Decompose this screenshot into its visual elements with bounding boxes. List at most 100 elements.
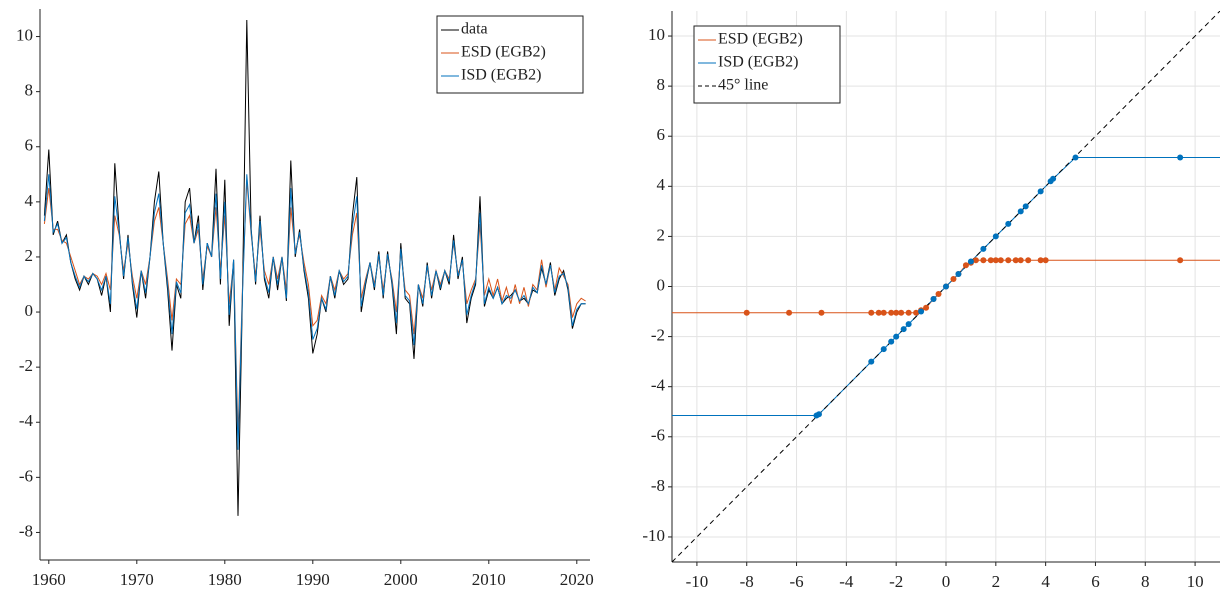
point xyxy=(955,270,962,277)
point xyxy=(1050,175,1057,182)
x-tick-label: 1960 xyxy=(32,570,66,589)
point xyxy=(1037,257,1044,264)
point xyxy=(950,275,957,282)
x-tick-label: -2 xyxy=(889,572,903,591)
point xyxy=(972,257,979,264)
plot-area xyxy=(43,19,586,516)
y-tick-label: -8 xyxy=(651,476,665,495)
x-tick-label: 2000 xyxy=(384,570,418,589)
point xyxy=(918,308,925,315)
point xyxy=(893,333,900,340)
x-tick-label: 4 xyxy=(1041,572,1050,591)
subplot: 1960 1970 1980 1990 2000 2010 2020 -8 -6 -4 -2 0 2 4 6… xyxy=(16,9,594,589)
x-tick-label: 1980 xyxy=(208,570,242,589)
legend-label: data xyxy=(461,21,488,38)
y-tick-label: 10 xyxy=(16,25,33,44)
point xyxy=(1042,257,1049,264)
point xyxy=(980,257,987,264)
x-tick-label: 0 xyxy=(942,572,951,591)
point xyxy=(943,283,949,290)
y-tick-label: -8 xyxy=(19,521,33,540)
y-tick-label: -4 xyxy=(651,376,666,395)
y-tick-label: -6 xyxy=(19,466,33,485)
y-tick-label: 2 xyxy=(657,225,666,244)
point xyxy=(1037,188,1044,195)
x-tick-label: 1990 xyxy=(296,570,330,589)
point xyxy=(905,321,912,328)
point xyxy=(868,309,875,316)
x-tick-label: 6 xyxy=(1091,572,1100,591)
legend-box xyxy=(693,25,841,104)
x-tick-label: 1970 xyxy=(120,570,154,589)
point xyxy=(1025,257,1032,264)
point xyxy=(900,326,907,333)
legend-label: ESD (EGB2) xyxy=(718,31,803,48)
legend-label: ISD (EGB2) xyxy=(718,54,798,71)
x-tick-label: -4 xyxy=(839,572,854,591)
point xyxy=(1017,208,1024,215)
legend: ESD (EGB2) ISD (EGB2) 45° line xyxy=(693,25,841,104)
point xyxy=(930,296,937,303)
point xyxy=(987,257,994,264)
point xyxy=(1017,257,1024,264)
y-tick-label: 0 xyxy=(657,275,666,294)
y-tick-label: -4 xyxy=(19,411,34,430)
y-tick-label: -10 xyxy=(642,526,665,545)
y-tick-label: 8 xyxy=(657,75,666,94)
y-tick-label: 6 xyxy=(25,136,34,155)
x-tick-label: 10 xyxy=(1187,572,1204,591)
y-tick-label: -2 xyxy=(19,356,33,375)
x-tick-label: 8 xyxy=(1141,572,1150,591)
point xyxy=(743,309,750,316)
point xyxy=(880,346,887,353)
x-tick-label: 2 xyxy=(992,572,1001,591)
x-tick-label: -10 xyxy=(686,572,709,591)
point xyxy=(875,309,882,316)
y-tick-label: -2 xyxy=(651,325,665,344)
point xyxy=(880,309,887,316)
y-tick-label: 4 xyxy=(25,191,34,210)
point xyxy=(980,245,987,252)
legend-label: ESD (EGB2) xyxy=(461,44,546,61)
point xyxy=(815,411,822,418)
point xyxy=(888,338,895,345)
x-tick-label: 2010 xyxy=(472,570,506,589)
point xyxy=(992,257,999,264)
series-line xyxy=(43,19,586,516)
x-tick-label: 2020 xyxy=(560,570,594,589)
legend-label: ISD (EGB2) xyxy=(461,67,541,84)
y-tick-label: 8 xyxy=(25,81,34,100)
point xyxy=(818,309,825,316)
point xyxy=(905,309,912,316)
point xyxy=(786,309,793,316)
point xyxy=(967,258,974,265)
point xyxy=(913,309,920,316)
y-tick-label: 2 xyxy=(25,246,34,265)
point xyxy=(888,309,895,316)
point xyxy=(1022,203,1029,210)
point xyxy=(992,233,999,240)
point xyxy=(935,291,942,298)
y-tick-label: 6 xyxy=(657,125,666,144)
subplot: -10 -8 -6 -4 -2 0 2 4 6 8 10 -10 -8 -6 -4 -2 0 2 4 6 8 10 ESD … xyxy=(642,11,1220,591)
y-tick-label: -6 xyxy=(651,426,665,445)
y-tick-label: 10 xyxy=(648,25,665,44)
point xyxy=(923,304,930,311)
point xyxy=(898,309,905,316)
x-tick-label: -6 xyxy=(789,572,803,591)
series-line xyxy=(43,179,586,437)
point xyxy=(868,358,875,365)
point xyxy=(1005,220,1012,227)
point xyxy=(1177,154,1184,161)
y-tick-label: 4 xyxy=(657,175,666,194)
point xyxy=(1012,257,1019,264)
point xyxy=(1072,154,1079,161)
plot-area xyxy=(672,11,1220,562)
point xyxy=(1177,257,1184,264)
point xyxy=(962,262,969,269)
point xyxy=(997,257,1004,264)
point xyxy=(893,309,900,316)
y-tick-label: 0 xyxy=(25,301,34,320)
series-line xyxy=(43,174,586,450)
